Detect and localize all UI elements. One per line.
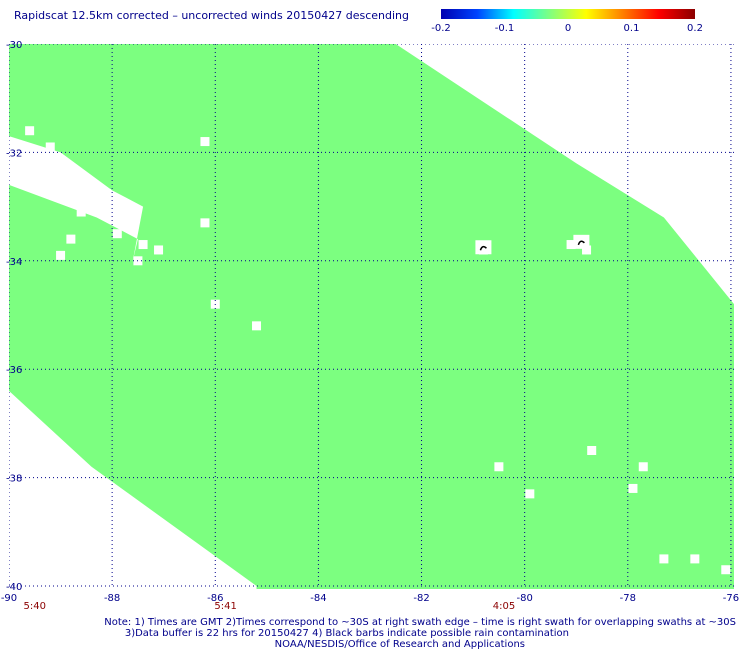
x-tick-label: -78 [620,593,636,604]
missing-cell [582,245,592,255]
missing-cell [138,240,148,250]
y-tick-label: -30 [6,40,22,51]
time-label: 5:40 [24,601,46,612]
missing-cell [494,462,504,472]
colorbar-gradient [441,9,695,19]
x-tick-label: -84 [310,593,326,604]
x-tick-label: -90 [1,593,17,604]
colorbar-tick-label: 0.1 [624,23,640,34]
swath-data [9,44,734,589]
x-tick-label: -80 [516,593,532,604]
missing-cell [66,234,76,244]
missing-cell [690,554,700,564]
x-tick-label: -88 [104,593,120,604]
missing-cell [566,240,576,250]
missing-cell [76,207,86,217]
missing-cell [112,229,122,239]
rain-flag-barb [577,240,585,246]
time-label: 5:41 [214,601,236,612]
missing-cell [525,489,535,499]
missing-cell [25,126,35,136]
y-tick-label: -34 [6,257,22,268]
colorbar-tick-label: 0 [565,23,571,34]
y-tick-label: -36 [6,365,22,376]
x-tick-label: -86 [207,593,223,604]
time-label: 4:05 [493,601,515,612]
colorbar-tick-label: -0.2 [431,23,451,34]
colorbar: -0.2 -0.1 0 0.1 0.2 [431,9,703,34]
plot-area [9,44,734,589]
chart-title: Rapidscat 12.5km corrected – uncorrected… [14,9,409,22]
missing-cell [200,218,210,228]
rain-flags [475,234,590,255]
x-tick-label: -82 [413,593,429,604]
y-tick-label: -40 [6,582,22,593]
missing-cell [628,483,638,493]
time-labels: 5:40 5:41 4:05 [24,601,516,612]
missing-cell [638,462,648,472]
y-axis-ticks: -30 -32 -34 -36 -38 -40 [6,40,22,593]
missing-cell [252,321,262,331]
y-tick-label: -38 [6,474,22,485]
x-axis-ticks: -90 -88 -86 -84 -82 -80 -78 -76 [1,593,739,604]
missing-cell [56,250,66,260]
missing-cell [659,554,669,564]
grid-lines [9,44,734,587]
missing-cell [45,142,55,152]
colorbar-tick-label: -0.1 [495,23,515,34]
missing-cell [154,245,164,255]
y-tick-label: -32 [6,148,22,159]
note-line-2: 3)Data buffer is 22 hrs for 20150427 4) … [125,628,569,639]
missing-cell [35,164,45,174]
note-line-1: Note: 1) Times are GMT 2)Times correspon… [104,617,736,628]
colorbar-tick-label: 0.2 [687,23,703,34]
missing-cell [721,565,731,575]
rain-flag-barb [479,245,487,251]
x-tick-label: -76 [723,593,739,604]
missing-cell [587,446,597,455]
missing-cell [61,175,71,184]
missing-cell [200,137,210,147]
note-line-3: NOAA/NESDIS/Office of Research and Appli… [275,639,525,650]
colorbar-ticks: -0.2 -0.1 0 0.1 0.2 [431,23,703,34]
